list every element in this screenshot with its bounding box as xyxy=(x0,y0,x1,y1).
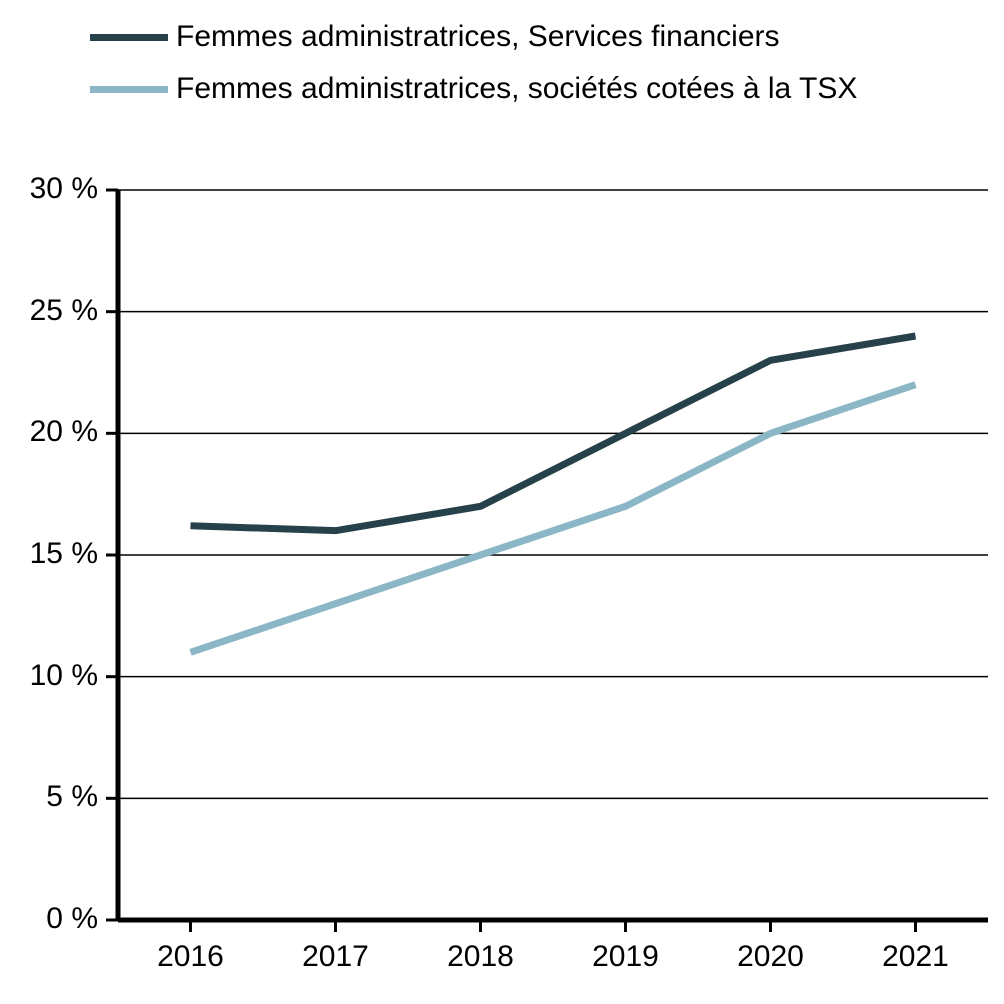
chart-svg xyxy=(0,0,1004,1004)
line-chart: Femmes administratrices, Services financ… xyxy=(0,0,1004,1004)
